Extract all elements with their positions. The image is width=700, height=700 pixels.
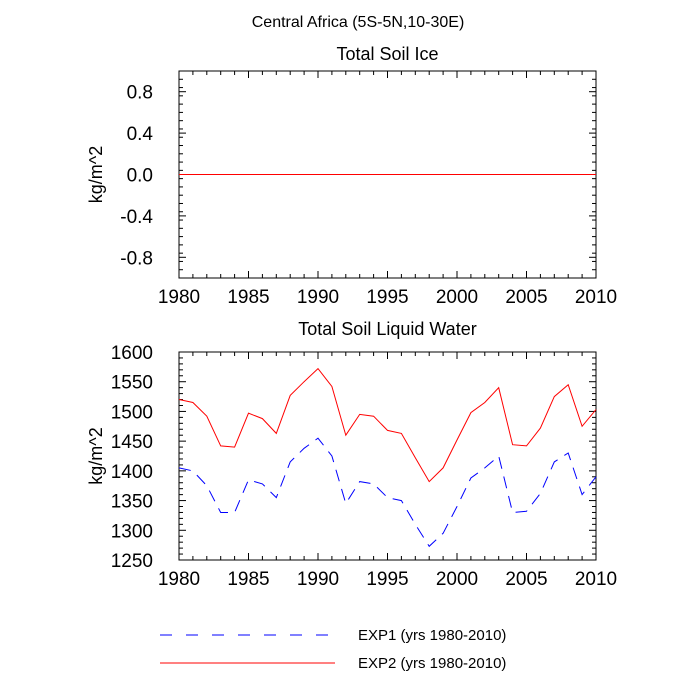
legend-label-1: EXP1 (yrs 1980-2010): [358, 627, 506, 644]
y-tick-label: 1500: [111, 402, 153, 423]
figure-title: Central Africa (5S-5N,10-30E): [252, 14, 465, 31]
chart-panel-1: Total Soil Ice kg/m^2 1980 1985 1990 1995 2000…: [86, 44, 617, 308]
y-tick-label: -0.4: [120, 207, 153, 228]
y-tick-label: 1450: [111, 432, 153, 453]
x-tick-label: 1985: [227, 287, 269, 308]
chart-panels: Total Soil Ice kg/m^2 1980 1985 1990 1995 2000…: [86, 44, 617, 590]
x-tick-label: 2005: [505, 287, 547, 308]
chart-legend: EXP1 (yrs 1980-2010) EXP2 (yrs 1980-2010): [160, 627, 506, 672]
chart-panel-2: Total Soil Liquid Water kg/m^2 1980 1985 199…: [86, 319, 617, 590]
x-tick-label: 1995: [366, 569, 408, 590]
x-tick-label: 2005: [505, 569, 547, 590]
y-tick-label: 1400: [111, 462, 153, 483]
y-tick-label: 0.0: [127, 166, 153, 187]
y-tick-label: 1550: [111, 373, 153, 394]
x-tick-label: 1995: [366, 287, 408, 308]
y-axis-label: kg/m^2: [86, 427, 106, 484]
y-tick-label: 1600: [111, 343, 153, 364]
legend-label-2: EXP2 (yrs 1980-2010): [358, 655, 506, 672]
x-tick-label: 2000: [436, 287, 478, 308]
panel-title: Total Soil Liquid Water: [298, 319, 476, 339]
series-line-exp2: [178, 367, 597, 483]
x-tick-label: 1980: [158, 569, 200, 590]
y-tick-label: 1300: [111, 521, 153, 542]
x-tick-label: 1990: [297, 287, 339, 308]
x-tick-label: 2010: [575, 287, 617, 308]
panel-title: Total Soil Ice: [336, 44, 438, 64]
x-tick-label: 1990: [297, 569, 339, 590]
x-tick-label: 2000: [436, 569, 478, 590]
y-tick-label: 0.4: [127, 124, 154, 145]
plot-frame: [178, 351, 597, 561]
y-tick-label: 0.8: [127, 83, 153, 104]
x-tick-label: 2010: [575, 569, 617, 590]
y-axis-label: kg/m^2: [86, 146, 106, 203]
x-tick-label: 1985: [227, 569, 269, 590]
y-tick-label: 1350: [111, 492, 153, 513]
y-tick-label: -0.8: [120, 248, 153, 269]
series-line-exp1: [178, 437, 597, 548]
y-tick-label: 1250: [111, 551, 153, 572]
x-tick-label: 1980: [158, 287, 200, 308]
